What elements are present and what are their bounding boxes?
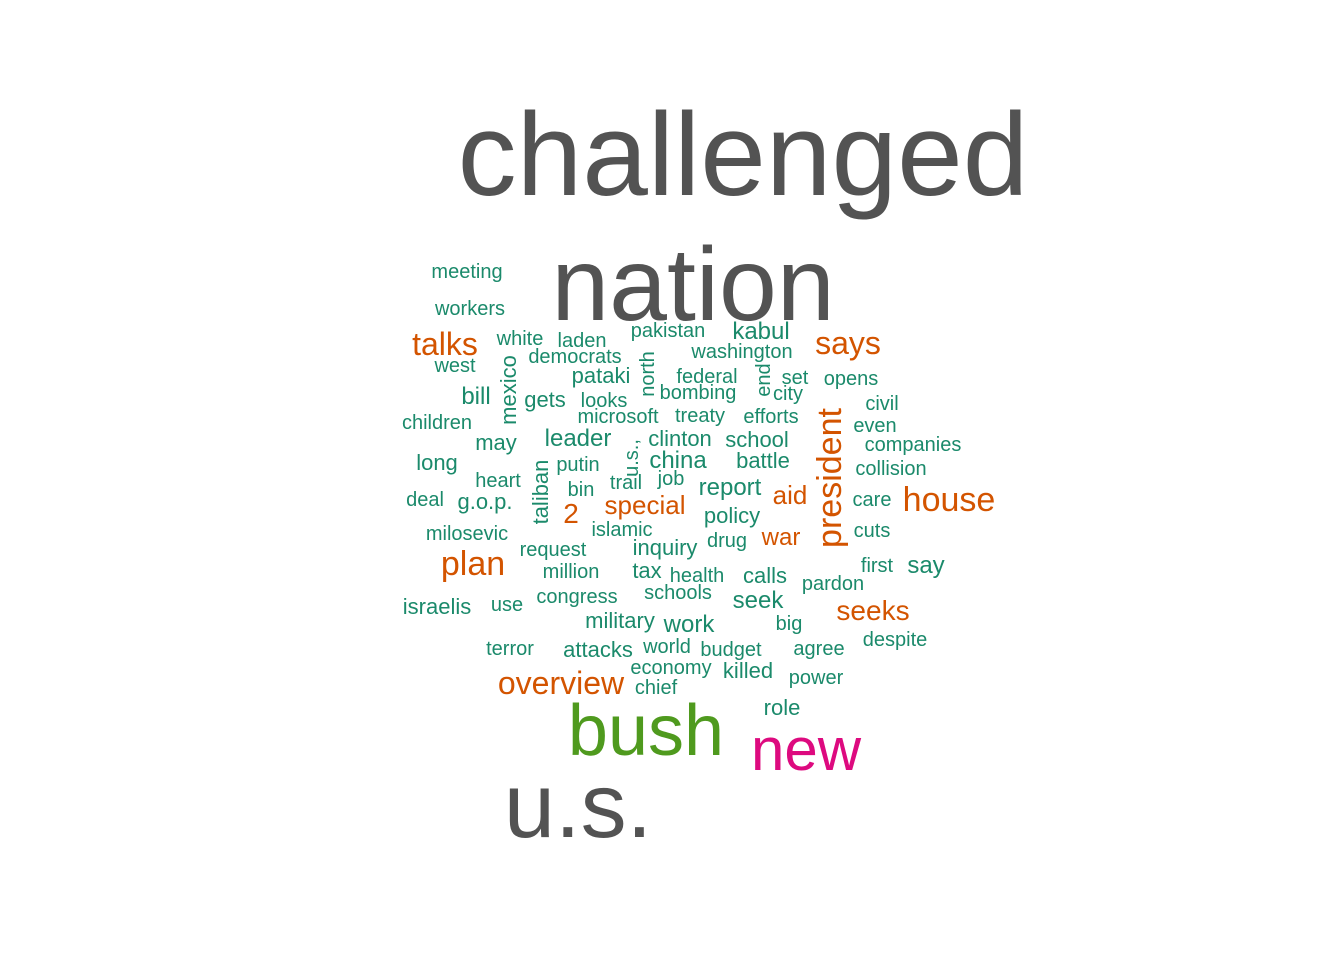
word-84: big xyxy=(775,613,803,635)
word-3: bush xyxy=(567,691,725,771)
word-90: agree xyxy=(793,638,845,660)
word-41: efforts xyxy=(743,406,799,428)
word-16: meeting xyxy=(431,261,503,283)
word-10: plan xyxy=(440,545,506,583)
word-11: seeks xyxy=(836,595,910,626)
word-46: school xyxy=(725,427,789,452)
word-82: military xyxy=(585,608,655,633)
word-59: report xyxy=(698,474,762,501)
word-32: bill xyxy=(461,383,491,410)
word-18: white xyxy=(496,328,544,350)
word-9: says xyxy=(815,325,881,361)
word-25: mexico xyxy=(496,355,521,425)
word-12: special xyxy=(604,490,686,520)
word-87: attacks xyxy=(563,637,633,662)
word-63: policy xyxy=(703,503,761,528)
word-43: may xyxy=(475,430,517,455)
word-7: overview xyxy=(497,665,625,701)
word-78: schools xyxy=(644,582,712,604)
word-5: house xyxy=(902,481,996,519)
word-42: even xyxy=(853,415,897,437)
word-40: treaty xyxy=(674,405,726,427)
word-34: looks xyxy=(580,390,628,412)
word-95: role xyxy=(763,695,801,720)
word-75: calls xyxy=(742,563,788,588)
word-76: pardon xyxy=(801,573,865,595)
word-17: workers xyxy=(434,298,506,320)
word-93: power xyxy=(788,667,844,689)
word-88: world xyxy=(643,636,691,658)
word-77: congress xyxy=(536,586,618,608)
word-22: washington xyxy=(691,341,793,363)
word-50: putin xyxy=(556,454,600,476)
word-8: talks xyxy=(412,326,478,362)
word-24: west xyxy=(434,355,476,377)
word-45: clinton xyxy=(648,426,712,451)
word-51: china xyxy=(649,447,707,474)
word-81: seek xyxy=(732,587,784,614)
word-14: war xyxy=(761,524,801,551)
word-58: bin xyxy=(567,479,595,501)
word-74: health xyxy=(669,565,725,587)
word-65: islamic xyxy=(591,519,653,541)
word-38: children xyxy=(401,412,473,434)
word-35: bombing xyxy=(659,382,737,404)
word-48: long xyxy=(416,450,458,475)
word-37: civil xyxy=(865,393,899,415)
word-21: kabul xyxy=(732,318,790,345)
word-15: 2 xyxy=(563,498,579,529)
word-28: federal xyxy=(676,366,738,388)
word-57: job xyxy=(657,468,685,490)
word-26: north xyxy=(637,351,659,397)
word-20: pakistan xyxy=(630,320,706,342)
word-31: opens xyxy=(823,368,879,390)
word-61: g.o.p. xyxy=(457,489,513,514)
word-23: democrats xyxy=(528,346,622,368)
word-68: inquiry xyxy=(632,535,698,560)
word-91: economy xyxy=(630,657,712,679)
word-62: care xyxy=(852,489,892,511)
word-1: nation xyxy=(551,227,835,343)
word-83: work xyxy=(663,611,715,638)
word-86: terror xyxy=(486,638,534,660)
word-60: deal xyxy=(406,489,444,511)
word-70: first xyxy=(860,555,894,577)
word-73: tax xyxy=(632,558,662,583)
word-67: drug xyxy=(706,530,748,552)
word-64: milosevic xyxy=(425,523,509,545)
word-92: killed xyxy=(722,658,774,683)
word-13: aid xyxy=(772,480,808,510)
word-53: collision xyxy=(855,458,927,480)
word-2: u.s. xyxy=(503,755,653,857)
word-30: set xyxy=(781,367,809,389)
word-19: laden xyxy=(557,330,607,352)
word-47: companies xyxy=(864,434,962,456)
word-6: president xyxy=(811,408,849,548)
word-0: challenged xyxy=(457,89,1029,221)
word-55: taliban xyxy=(528,459,553,525)
word-89: budget xyxy=(700,639,762,661)
word-85: despite xyxy=(862,629,928,651)
word-71: say xyxy=(907,552,945,579)
word-56: trail xyxy=(609,472,643,494)
word-29: end xyxy=(753,363,775,397)
word-27: pataki xyxy=(571,363,631,388)
word-39: microsoft xyxy=(577,406,659,428)
word-54: heart xyxy=(475,470,521,492)
word-36: city xyxy=(773,383,803,405)
word-79: israelis xyxy=(402,594,472,619)
word-66: cuts xyxy=(853,520,891,542)
word-94: chief xyxy=(634,677,678,699)
word-33: gets xyxy=(524,387,566,412)
word-4: new xyxy=(750,716,862,783)
word-80: use xyxy=(490,594,524,616)
word-69: request xyxy=(519,539,587,561)
word-44: leader xyxy=(544,425,612,452)
word-52: battle xyxy=(736,448,790,473)
word-72: million xyxy=(542,561,600,583)
